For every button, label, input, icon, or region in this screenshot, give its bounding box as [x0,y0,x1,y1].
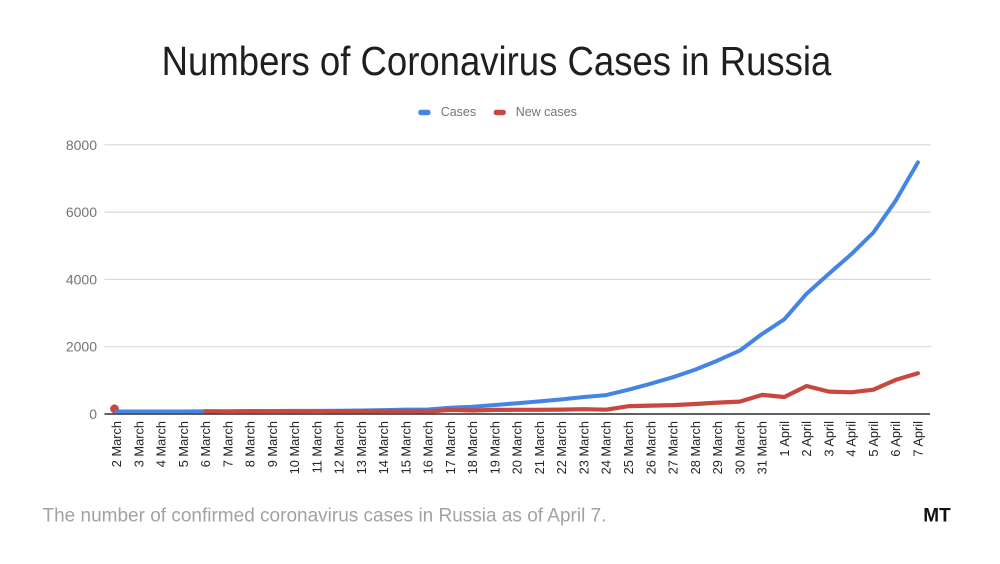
svg-text:5 April: 5 April [866,421,881,457]
svg-text:MT: MT [923,506,951,527]
svg-text:4000: 4000 [66,271,97,287]
svg-text:21 March: 21 March [532,421,547,474]
svg-text:Numbers of Coronavirus Cases i: Numbers of Coronavirus Cases in Russia [162,39,832,84]
svg-text:The number of confirmed corona: The number of confirmed coronavirus case… [43,506,607,527]
svg-text:2 April: 2 April [799,421,814,457]
svg-text:10 March: 10 March [287,421,302,474]
svg-text:20 March: 20 March [510,421,525,474]
svg-text:28 March: 28 March [688,421,703,474]
svg-text:11 March: 11 March [309,421,324,473]
svg-text:15 March: 15 March [398,421,413,474]
svg-text:13 March: 13 March [354,421,369,474]
svg-text:Cases: Cases [441,105,476,119]
svg-text:7 April: 7 April [910,421,925,457]
svg-text:14 March: 14 March [376,421,391,474]
svg-text:22 March: 22 March [554,421,569,474]
svg-text:8 March: 8 March [243,421,258,467]
svg-text:2000: 2000 [66,339,97,355]
svg-text:27 March: 27 March [666,421,681,474]
svg-text:6 April: 6 April [888,421,903,457]
svg-text:8000: 8000 [66,137,97,153]
svg-text:9 March: 9 March [265,421,280,467]
svg-text:17 March: 17 March [443,421,458,474]
svg-text:23 March: 23 March [577,421,592,474]
svg-text:12 March: 12 March [332,421,347,474]
svg-text:26 March: 26 March [643,421,658,474]
svg-text:1 April: 1 April [777,421,792,457]
svg-text:6 March: 6 March [198,421,213,467]
svg-text:18 March: 18 March [465,421,480,474]
svg-text:New cases: New cases [516,105,577,119]
svg-text:30 March: 30 March [732,421,747,474]
svg-text:24 March: 24 March [599,421,614,474]
svg-text:3 April: 3 April [821,421,836,457]
svg-text:6000: 6000 [66,204,97,220]
svg-text:25 March: 25 March [621,421,636,474]
svg-text:4 March: 4 March [154,421,169,467]
svg-text:31 March: 31 March [755,421,770,474]
svg-text:19 March: 19 March [487,421,502,474]
svg-text:2 March: 2 March [109,421,124,467]
svg-text:7 March: 7 March [220,421,235,467]
svg-text:5 March: 5 March [176,421,191,467]
svg-text:29 March: 29 March [710,421,725,474]
svg-text:0: 0 [89,406,97,422]
svg-text:3 March: 3 March [131,421,146,467]
svg-text:16 March: 16 March [421,421,436,474]
svg-text:4 April: 4 April [844,421,859,457]
